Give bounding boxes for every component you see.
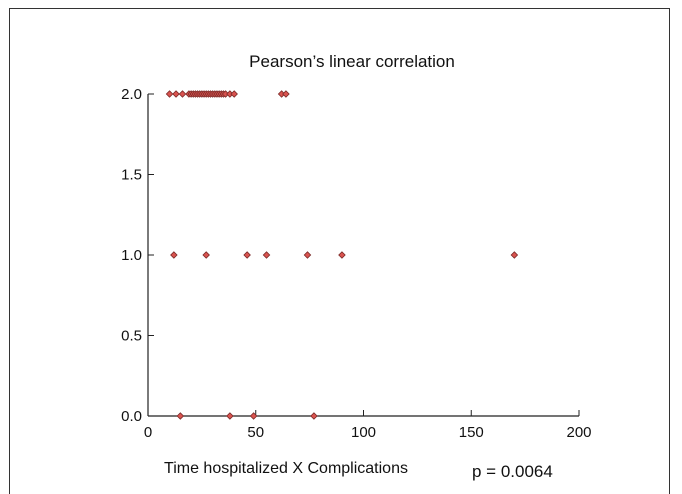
p-value-annotation: p = 0.0064 xyxy=(472,462,553,481)
y-tick-label: 0.0 xyxy=(121,408,142,425)
x-tick-label: 200 xyxy=(566,424,591,441)
data-point xyxy=(165,90,174,98)
data-point xyxy=(202,251,210,259)
data-point xyxy=(282,90,290,98)
x-tick-label: 50 xyxy=(247,424,264,441)
data-point xyxy=(230,90,238,98)
data-point xyxy=(172,90,180,98)
chart-frame xyxy=(9,8,670,494)
chart-title: Pearson’s linear correlation xyxy=(249,52,455,71)
x-tick-label: 100 xyxy=(351,424,376,441)
data-point xyxy=(262,251,271,259)
data-points xyxy=(165,90,519,420)
data-point xyxy=(249,412,258,420)
data-point xyxy=(226,412,234,420)
data-point xyxy=(170,251,178,259)
data-point xyxy=(243,251,251,259)
x-tick-label: 150 xyxy=(459,424,484,441)
x-axis-label: Time hospitalized X Complications xyxy=(164,460,408,477)
data-point xyxy=(303,251,312,259)
data-point xyxy=(510,251,519,259)
x-tick-label: 0 xyxy=(144,424,152,441)
data-point xyxy=(178,90,187,98)
axes: 0 50 100 150 200 0.0 0.5 1.0 1.5 2.0 xyxy=(121,86,591,441)
y-tick-label: 0.5 xyxy=(121,328,142,345)
y-tick-label: 1.0 xyxy=(121,247,142,264)
data-point xyxy=(176,412,185,420)
y-tick-label: 2.0 xyxy=(121,86,142,103)
data-point xyxy=(338,251,346,259)
data-point xyxy=(310,412,318,420)
y-tick-label: 1.5 xyxy=(121,167,142,184)
